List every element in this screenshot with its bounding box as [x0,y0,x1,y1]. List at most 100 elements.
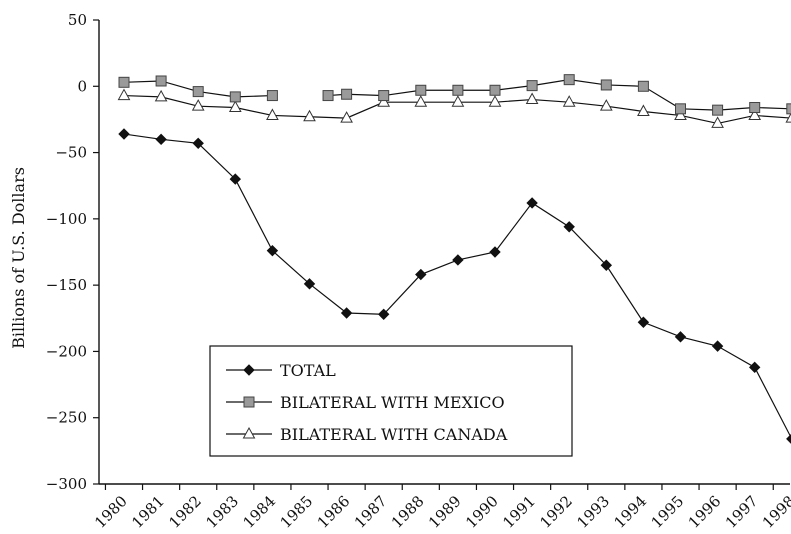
legend-item: TOTAL [226,361,336,380]
data-point [192,86,204,98]
series-bilateral-with-canada [117,88,791,128]
data-point [322,90,334,102]
data-point [637,104,650,116]
data-point [266,90,278,102]
data-point [118,128,130,140]
legend-item: BILATERAL WITH MEXICO [226,393,505,412]
data-point [637,80,649,92]
x-tick-label: 1996 [685,492,725,532]
data-point [489,246,501,258]
y-tick-label: 50 [68,11,87,29]
data-point [192,137,204,149]
data-point [155,75,167,87]
data-point [452,254,464,266]
x-tick-label: 1987 [351,492,391,532]
data-point [712,104,724,116]
data-point [711,340,724,352]
data-point [229,173,242,185]
data-point [488,95,502,107]
data-point [748,361,761,374]
x-tick-label: 1994 [610,492,650,532]
data-point [266,108,279,120]
data-point [526,197,538,209]
data-point [340,307,353,319]
legend-item: BILATERAL WITH CANADA [226,425,508,444]
legend-marker [242,426,256,439]
data-point [377,308,390,321]
y-tick-label: −300 [46,475,87,493]
data-point [637,316,650,328]
data-point [489,84,501,96]
data-point [191,99,205,111]
data-point [377,95,391,107]
data-point [303,109,316,122]
data-point [415,268,427,281]
data-point [155,133,167,146]
x-tick-label: 1990 [462,492,502,532]
x-tick-label: 1998 [759,492,791,532]
series-group [117,74,791,444]
data-point [414,95,428,107]
x-axis-ticks: 1980198119821983198419851986198719881989… [91,484,791,532]
data-point [228,100,242,112]
data-point [341,88,353,100]
data-point [563,221,575,233]
series-total [118,128,791,444]
series-line [328,79,791,111]
data-point [117,88,131,101]
x-tick-label: 1985 [277,492,317,532]
data-point [451,95,465,107]
y-tick-label: −100 [46,210,87,228]
y-tick-label: −150 [46,276,87,294]
y-axis-title: Billions of U.S. Dollars [9,167,28,349]
data-point [749,101,761,113]
data-point [118,76,130,88]
y-tick-label: −200 [46,342,87,360]
series-bilateral-with-mexico [118,74,791,116]
data-point [675,103,686,115]
data-point [526,80,538,92]
data-point [785,112,791,123]
legend-marker [243,396,255,408]
legend-label: TOTAL [280,361,336,380]
data-point [525,92,539,105]
x-tick-label: 1991 [499,492,539,532]
data-point [599,99,613,111]
x-tick-label: 1989 [425,492,465,532]
axes [98,20,790,485]
data-point [562,95,576,107]
legend-box [209,345,573,457]
x-tick-label: 1984 [239,492,279,532]
legend-label: BILATERAL WITH CANADA [280,425,508,444]
data-point [415,84,427,96]
data-point [674,331,687,343]
x-tick-label: 1988 [388,492,428,532]
y-tick-label: −250 [46,409,87,427]
legend-label: BILATERAL WITH MEXICO [280,393,505,412]
x-tick-label: 1995 [648,492,688,532]
data-point [154,89,168,102]
data-point [786,434,791,444]
x-tick-label: 1992 [536,492,576,532]
x-tick-label: 1980 [91,492,131,532]
data-point [452,84,464,96]
legend-marker [243,364,255,376]
y-tick-label: 0 [77,77,87,95]
x-tick-label: 1981 [128,492,168,532]
data-point [786,103,791,115]
y-axis-ticks: 50 0 −50 −100 −150 −200 −250 −300 [46,11,99,493]
legend: TOTAL BILATERAL WITH MEXICO BILATERAL WITH… [209,345,573,457]
data-point [674,108,687,120]
data-point [600,79,612,91]
data-point [748,108,762,120]
x-tick-label: 1986 [314,492,354,532]
data-point [340,111,353,123]
x-tick-label: 1983 [202,492,242,532]
data-point [711,116,724,128]
data-point [303,278,316,290]
data-point [563,74,575,86]
x-tick-label: 1993 [573,492,613,532]
data-point [378,90,390,102]
data-point [266,244,279,257]
